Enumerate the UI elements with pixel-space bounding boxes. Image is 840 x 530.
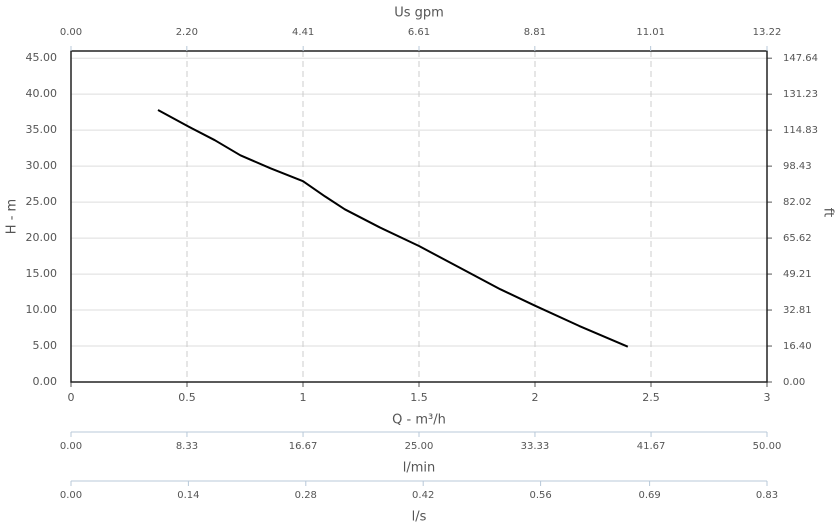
y2-tick-label: 131.23 <box>783 89 818 100</box>
y-tick-label: 25.00 <box>26 195 58 208</box>
axis-tick-label: 0.28 <box>295 490 317 501</box>
y2-tick-label: 98.43 <box>783 161 812 172</box>
axis-tick-label: 25.00 <box>405 441 434 452</box>
axis-tick-label: 33.33 <box>521 441 550 452</box>
axis-tick-label: 0.56 <box>529 490 551 501</box>
y2-tick-label: 0.00 <box>783 377 805 388</box>
axis-tick-label: 13.22 <box>753 27 782 38</box>
y-tick-label: 40.00 <box>26 87 58 100</box>
x-tick-label: 0 <box>68 391 75 404</box>
y-tick-label: 0.00 <box>33 375 58 388</box>
y2-axis-title: ft <box>821 208 836 217</box>
y2-tick-label: 114.83 <box>783 125 818 136</box>
y2-tick-label: 147.64 <box>783 53 818 64</box>
axis-tick-label: 41.67 <box>637 441 666 452</box>
y-tick-label: 5.00 <box>33 339 58 352</box>
y2-tick-label: 49.21 <box>783 269 812 280</box>
x-tick-label: 1.5 <box>410 391 428 404</box>
y2-tick-label: 82.02 <box>783 197 812 208</box>
curve <box>157 109 629 348</box>
y-tick-label: 30.00 <box>26 159 58 172</box>
y-tick-label: 15.00 <box>26 267 58 280</box>
axis-tick-label: 0.69 <box>638 490 660 501</box>
x-tick-label: 0.5 <box>178 391 196 404</box>
x-tick-label: 1 <box>300 391 307 404</box>
axis-title: l/s <box>412 510 427 525</box>
axis-tick-label: 4.41 <box>292 27 314 38</box>
y2-tick-label: 16.40 <box>783 341 812 352</box>
x-tick-label: 2 <box>532 391 539 404</box>
x-tick-label: 2.5 <box>642 391 660 404</box>
y2-tick-label: 32.81 <box>783 305 812 316</box>
y-tick-label: 45.00 <box>26 51 58 64</box>
axis-tick-label: 50.00 <box>753 441 782 452</box>
x-axis-title: Q - m³/h <box>392 413 446 428</box>
axis-tick-label: 11.01 <box>636 27 665 38</box>
axis-tick-label: 2.20 <box>176 27 198 38</box>
axis-tick-label: 0.42 <box>412 490 434 501</box>
axis-tick-label: 8.81 <box>524 27 546 38</box>
axis-title: l/min <box>403 461 436 476</box>
y-axis-title: H - m <box>5 199 20 234</box>
x-tick-label: 3 <box>764 391 771 404</box>
y-tick-label: 20.00 <box>26 231 58 244</box>
y-tick-label: 10.00 <box>26 303 58 316</box>
axis-title: Us gpm <box>394 6 444 21</box>
y-tick-label: 35.00 <box>26 123 58 136</box>
axis-tick-label: 0.14 <box>177 490 199 501</box>
axis-tick-label: 8.33 <box>176 441 198 452</box>
axis-tick-label: 16.67 <box>289 441 318 452</box>
axis-tick-label: 0.00 <box>60 490 82 501</box>
axis-tick-label: 0.00 <box>60 441 82 452</box>
y2-tick-label: 65.62 <box>783 233 812 244</box>
axis-tick-label: 0.00 <box>60 27 82 38</box>
axis-tick-label: 6.61 <box>408 27 430 38</box>
axis-tick-label: 0.83 <box>756 490 778 501</box>
